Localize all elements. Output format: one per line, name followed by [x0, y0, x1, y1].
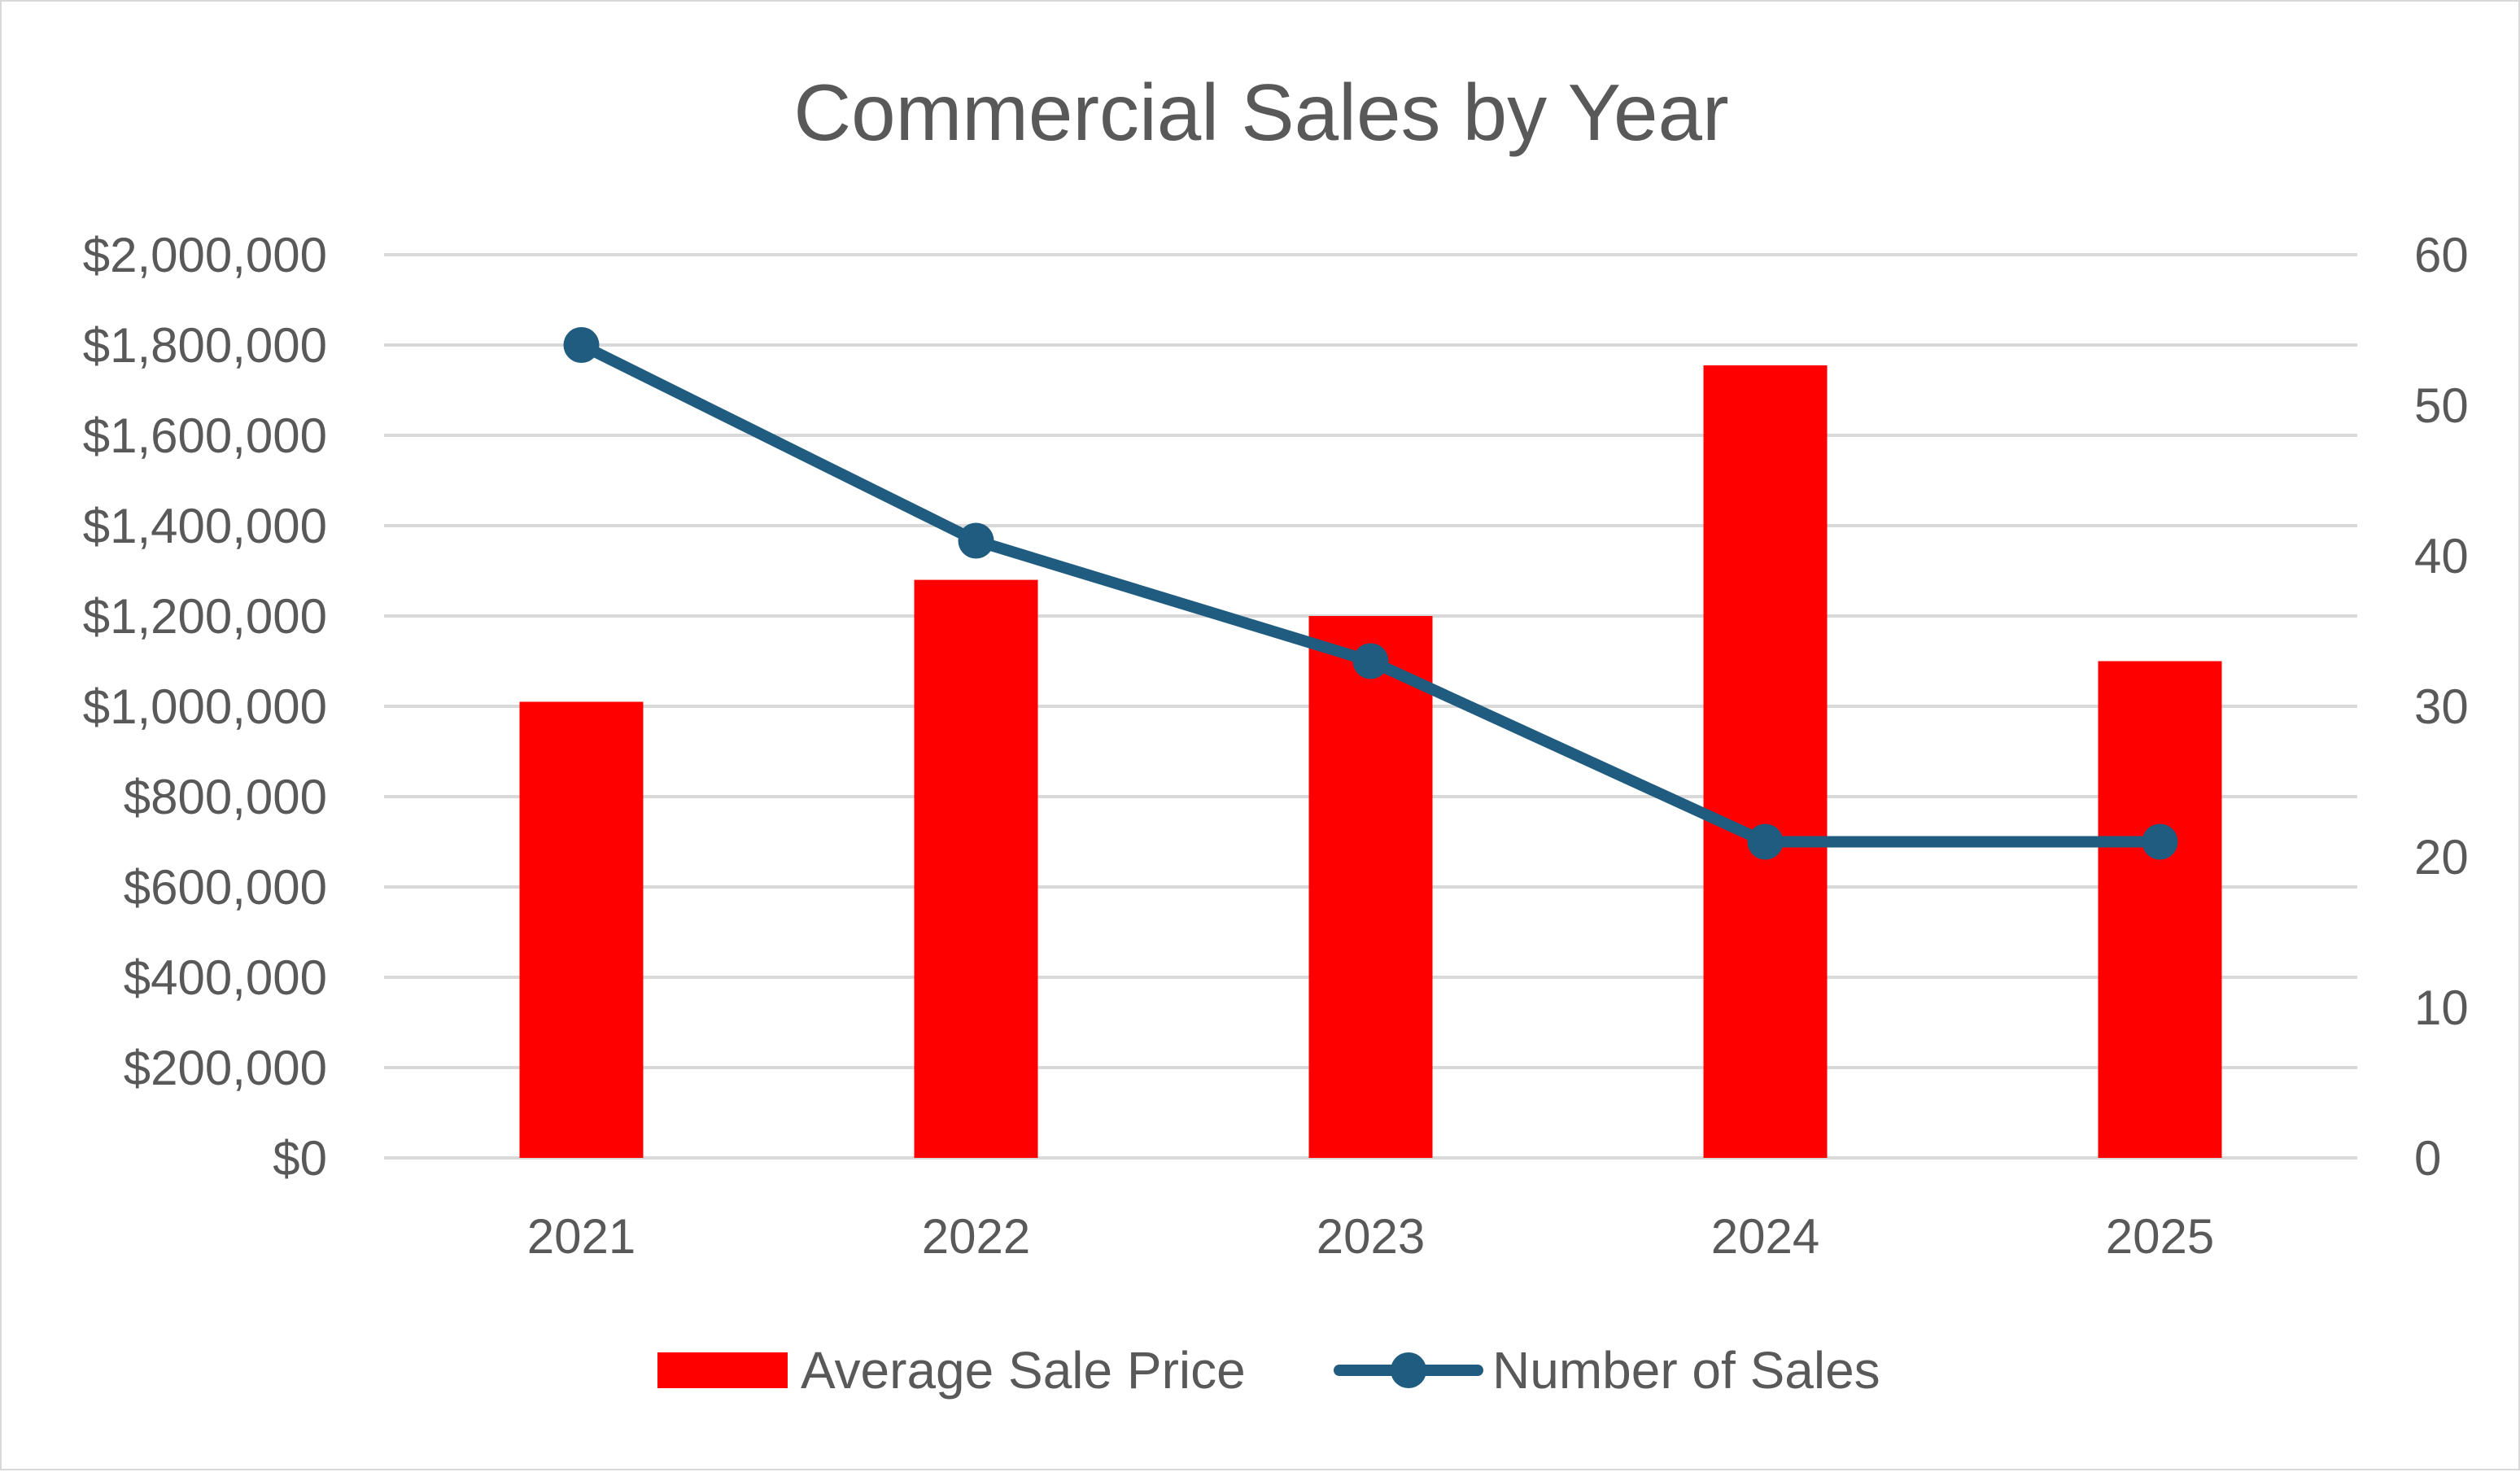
- chart-title: Commercial Sales by Year: [793, 68, 1728, 157]
- legend-swatch-average-sale-price: [657, 1352, 788, 1388]
- bar-series: [519, 365, 2222, 1159]
- y-axis-left-tick-label: $1,000,000: [83, 679, 327, 734]
- x-axis-tick-label: 2021: [527, 1209, 635, 1264]
- point-2022: [958, 522, 994, 559]
- y-axis-left-tick-label: $2,000,000: [83, 228, 327, 282]
- y-axis-left-tick-label: $400,000: [124, 950, 327, 1005]
- y-axis-right-tick-label: 40: [2414, 529, 2469, 583]
- legend-label-number-of-sales: Number of Sales: [1492, 1341, 1880, 1400]
- point-2024: [1747, 823, 1784, 860]
- y-axis-left-tick-label: $200,000: [124, 1041, 327, 1095]
- y-axis-right-tick-label: 30: [2414, 679, 2469, 734]
- y-axis-left-tick-label: $1,400,000: [83, 499, 327, 553]
- y-axis-right-ticks: 60 50 40 30 20 10 0: [2414, 228, 2469, 1186]
- y-axis-left-ticks: $2,000,000 $1,800,000 $1,600,000 $1,400,000…: [83, 228, 327, 1186]
- line-series: [563, 327, 2178, 860]
- y-axis-left-tick-label: $1,800,000: [83, 318, 327, 373]
- bar-2025: [2098, 661, 2222, 1158]
- y-axis-right-tick-label: 50: [2414, 378, 2469, 433]
- bar-2024: [1703, 365, 1828, 1159]
- x-axis-tick-label: 2023: [1317, 1209, 1425, 1264]
- y-axis-right-tick-label: 20: [2414, 830, 2469, 885]
- x-axis-tick-label: 2022: [922, 1209, 1030, 1264]
- x-axis-tick-label: 2024: [1711, 1209, 1819, 1264]
- y-axis-right-tick-label: 10: [2414, 981, 2469, 1035]
- bar-2022: [914, 579, 1038, 1158]
- legend-label-average-sale-price: Average Sale Price: [801, 1341, 1246, 1400]
- y-axis-left-tick-label: $1,600,000: [83, 408, 327, 463]
- y-axis-right-tick-label: 0: [2414, 1131, 2441, 1186]
- bar-2023: [1308, 616, 1433, 1158]
- point-2025: [2142, 823, 2178, 860]
- y-axis-left-tick-label: $800,000: [124, 770, 327, 824]
- y-axis-left-tick-label: $0: [273, 1131, 327, 1186]
- point-2023: [1352, 643, 1389, 679]
- x-axis-tick-label: 2025: [2106, 1209, 2214, 1264]
- legend: Average Sale Price Number of Sales: [657, 1341, 1880, 1400]
- y-axis-left-tick-label: $1,200,000: [83, 589, 327, 644]
- x-axis-ticks: 2021 2022 2023 2024 2025: [527, 1209, 2214, 1264]
- y-axis-left-tick-label: $600,000: [124, 860, 327, 915]
- point-2021: [563, 327, 600, 363]
- bar-2021: [519, 701, 644, 1158]
- legend-marker-number-of-sales: [1391, 1352, 1426, 1388]
- y-axis-right-tick-label: 60: [2414, 228, 2469, 282]
